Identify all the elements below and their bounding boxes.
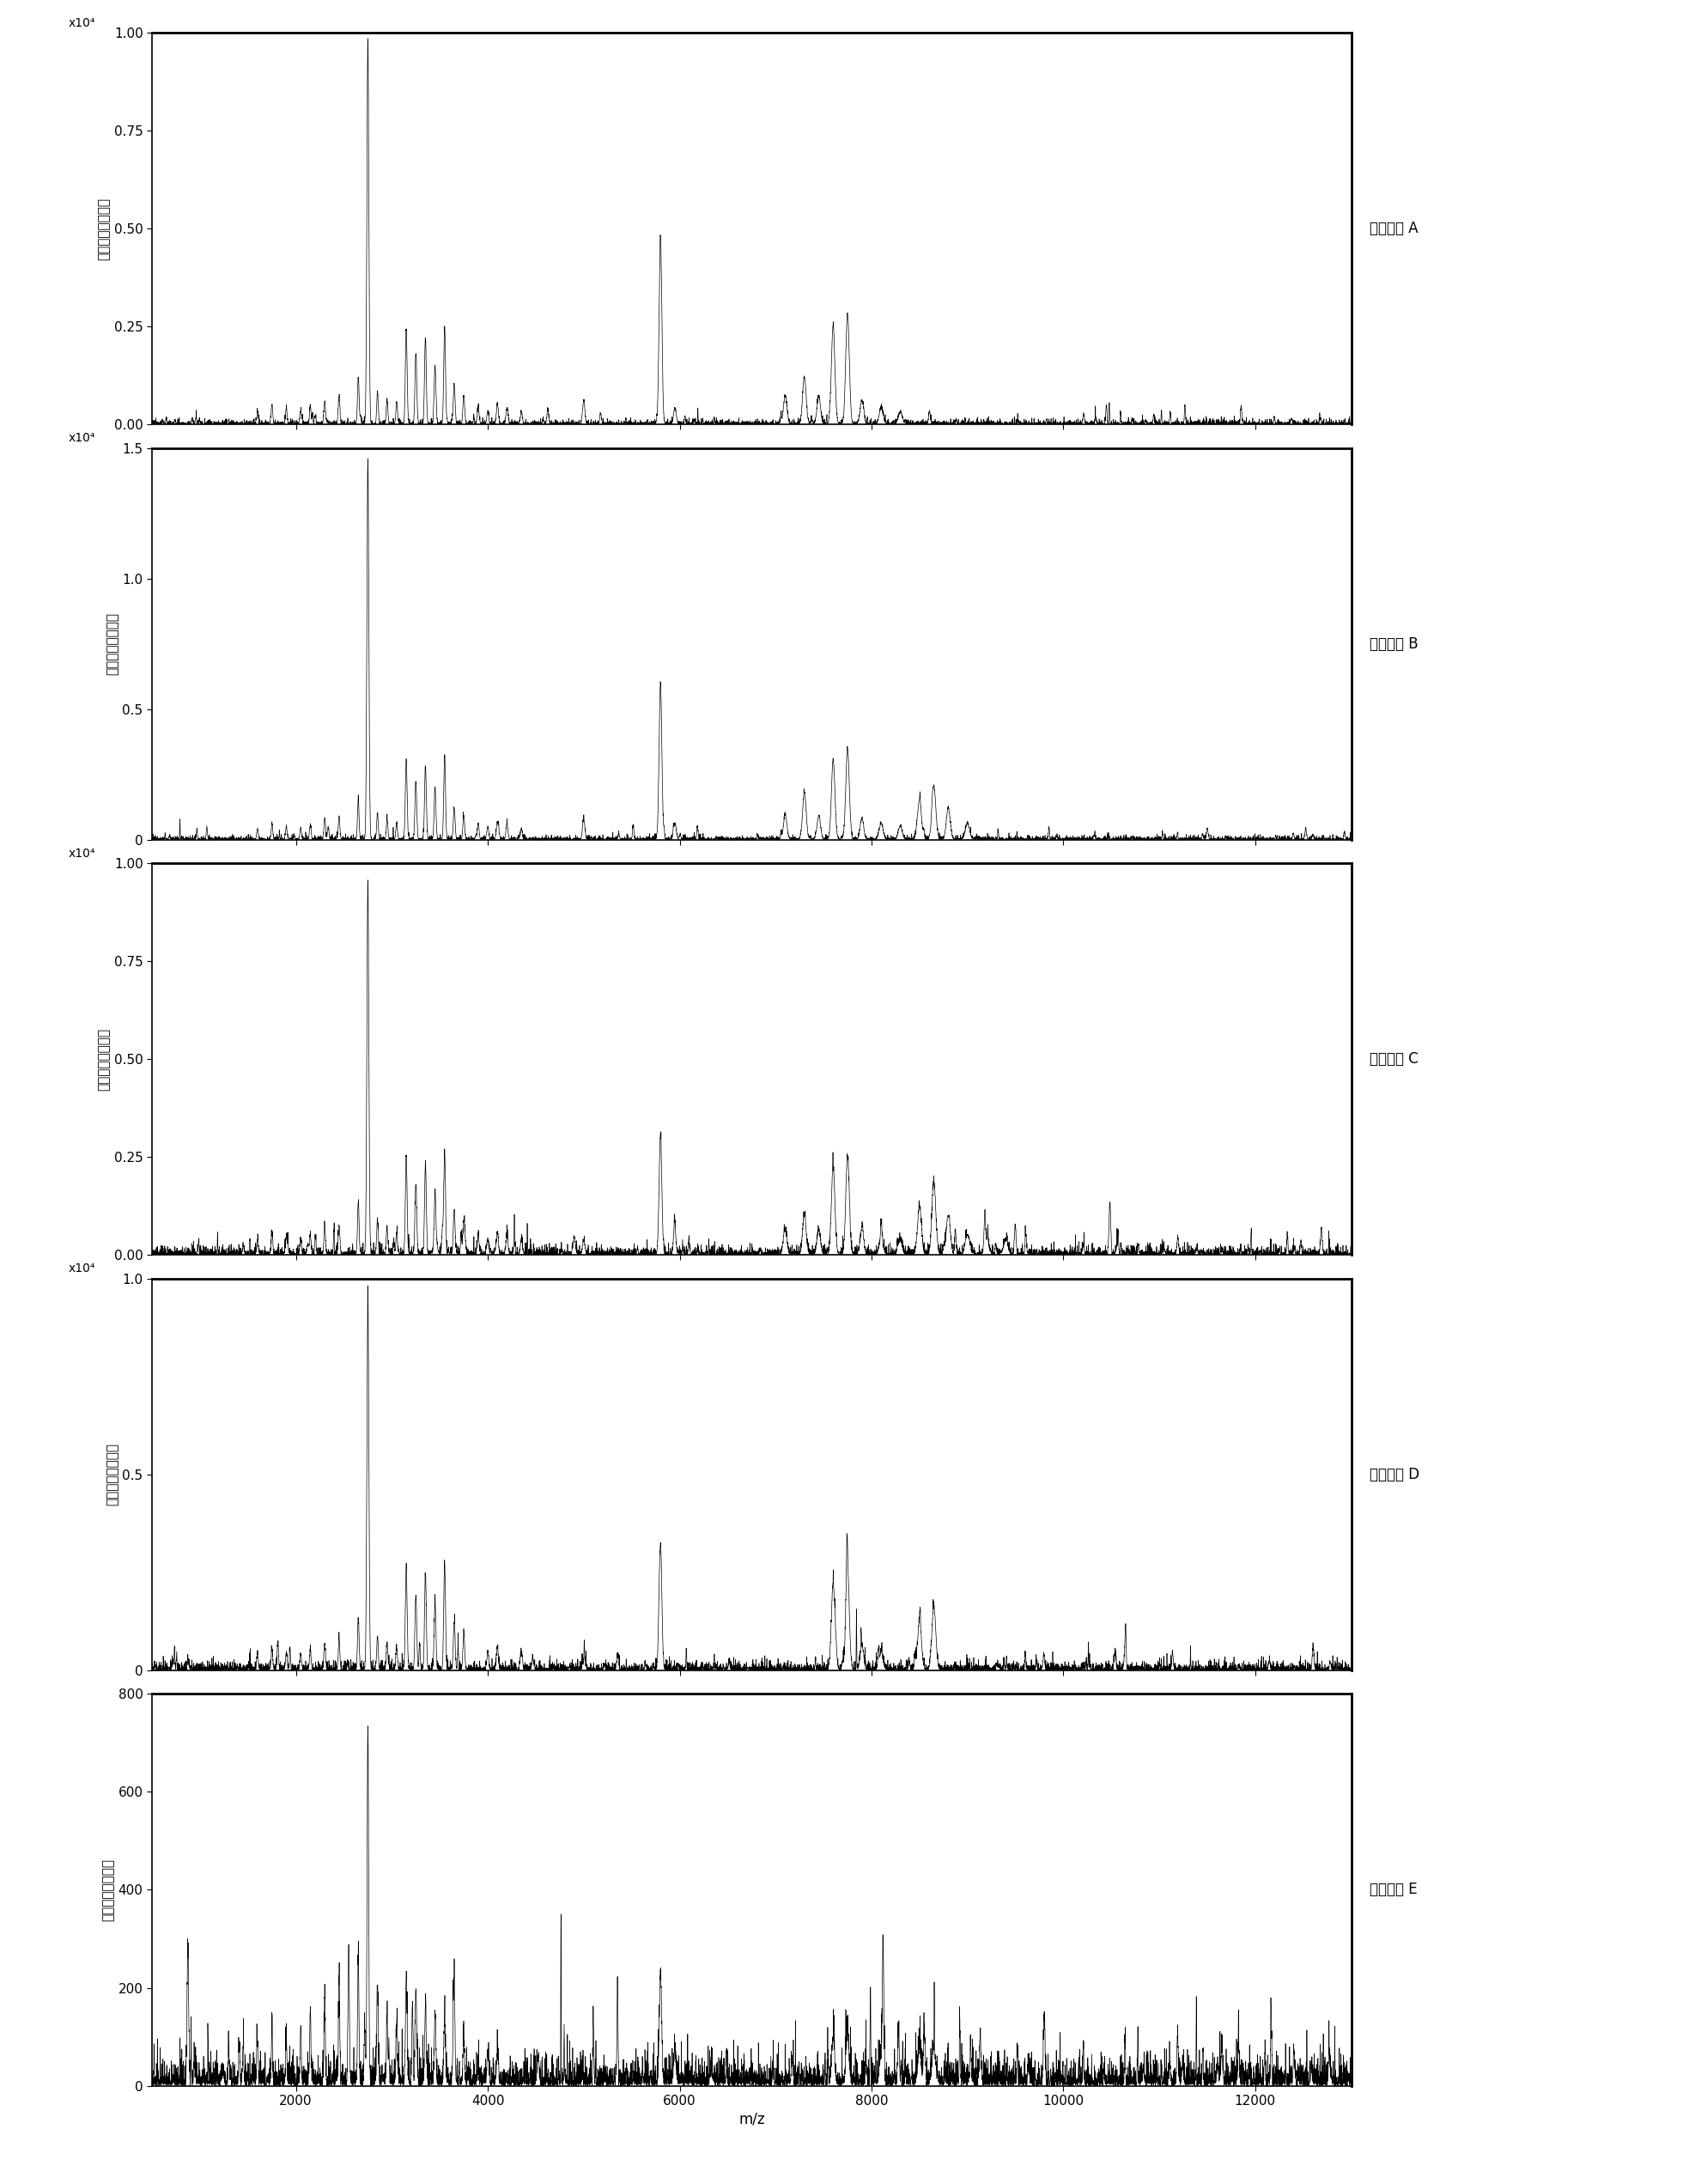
Y-axis label: 强度（任意单位）: 强度（任意单位） [98,197,110,260]
Y-axis label: 强度（任意单位）: 强度（任意单位） [106,612,118,675]
Y-axis label: 强度（任意单位）: 强度（任意单位） [98,1029,110,1090]
Text: 标准血清 E: 标准血清 E [1370,1883,1417,1898]
Text: x10⁴: x10⁴ [68,1262,95,1275]
Text: x10⁴: x10⁴ [68,847,95,860]
Text: 标准血清 D: 标准血清 D [1370,1468,1419,1483]
Text: 标准血清 A: 标准血清 A [1370,221,1417,236]
Y-axis label: 强度（任意单位）: 强度（任意单位） [106,1444,118,1507]
Text: 标准血清 C: 标准血清 C [1370,1051,1419,1068]
X-axis label: m/z: m/z [738,2112,765,2127]
Y-axis label: 强度（任意单位）: 强度（任意单位） [101,1859,115,1922]
Text: 标准血清 B: 标准血清 B [1370,636,1417,651]
Text: x10⁴: x10⁴ [68,17,95,28]
Text: x10⁴: x10⁴ [68,432,95,443]
